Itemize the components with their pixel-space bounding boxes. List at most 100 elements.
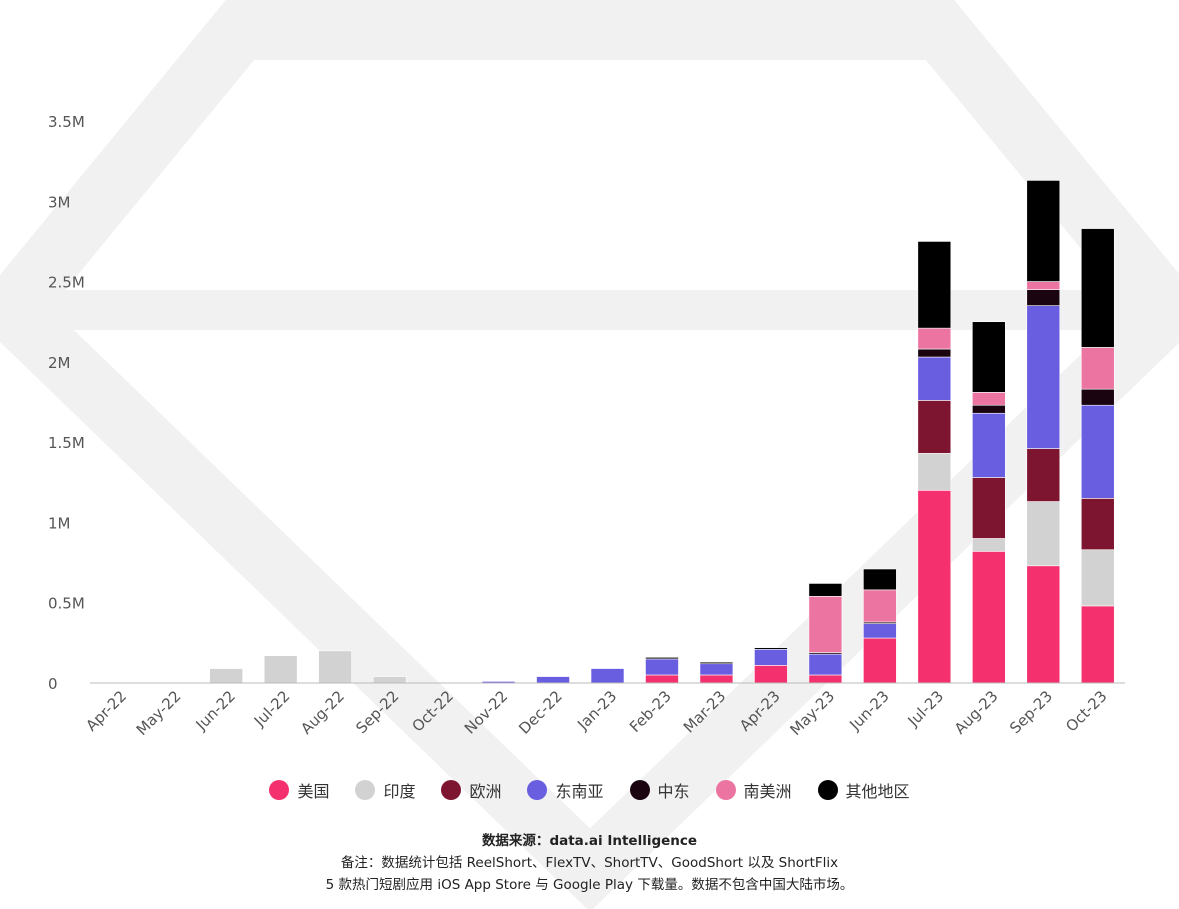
bar-segment [972, 392, 1006, 406]
bar-segment [863, 637, 897, 684]
bar-segment [754, 648, 788, 666]
legend-swatch [629, 780, 650, 800]
legend-label: 美国 [297, 782, 330, 801]
x-tick-label: Aug-22 [297, 687, 348, 738]
bar-segment [1026, 501, 1061, 567]
bar-segment [917, 490, 952, 684]
footer: 数据来源：data.ai Intelligence 备注：数据统计包括 Reel… [0, 830, 1179, 896]
bar-segment [1080, 347, 1115, 390]
legend-swatch [441, 780, 462, 800]
note-line-2: 5 款热门短剧应用 iOS App Store 与 Google Play 下载… [325, 877, 854, 893]
y-tick-label: 1M [48, 514, 71, 532]
bar-segment [808, 583, 843, 597]
bar-segment [263, 655, 298, 684]
x-axis: Apr-22 May-22 Jun-22 Jul-22 Aug-22 Sep-22 Oct-… [82, 682, 1125, 739]
bar-segment [1080, 228, 1115, 348]
bar-segment [917, 241, 952, 329]
bar-segment [1026, 281, 1061, 290]
bar-segment [699, 661, 734, 665]
y-tick-label: 2.5M [48, 274, 85, 292]
legend-label: 中东 [657, 782, 690, 801]
bar-segment [972, 551, 1006, 684]
legend-swatch [715, 780, 736, 800]
bar-segment [917, 400, 952, 454]
bar-segment [209, 668, 243, 684]
bar-segment [318, 650, 352, 684]
x-tick-label: Feb-23 [626, 687, 675, 736]
bar-segment [917, 453, 952, 491]
bar-segment [754, 647, 788, 650]
x-tick-label: Jun-23 [845, 687, 892, 734]
x-tick-label: Jul-23 [904, 687, 948, 731]
bar-segment [863, 589, 897, 623]
bar-segment [536, 676, 570, 684]
x-tick-label: May-22 [133, 687, 185, 739]
bar-segment [917, 327, 952, 350]
bar-segment [972, 412, 1006, 478]
source-line: 数据来源：data.ai Intelligence [0, 830, 1179, 852]
x-tick-label: Apr-22 [82, 687, 130, 735]
bar-segment [590, 668, 625, 684]
bar-segment [808, 595, 843, 653]
x-tick-label: Jul-22 [250, 687, 294, 731]
legend-label: 其他地区 [845, 782, 910, 801]
bar-segment [1080, 549, 1115, 607]
x-tick-label: Dec-22 [515, 687, 566, 738]
legend-item: 印度 [355, 778, 415, 802]
bar-segment [1080, 605, 1115, 684]
bar-segment [972, 321, 1006, 393]
bar-segment [917, 348, 952, 358]
bar-segment [808, 674, 843, 684]
x-tick-label: Oct-23 [1062, 687, 1110, 735]
legend-swatch [355, 780, 376, 800]
bar-segment [808, 653, 843, 676]
bar-segment [972, 538, 1006, 552]
x-tick-label: Sep-23 [1006, 687, 1056, 737]
bar-segment [645, 658, 679, 676]
bar-segment [645, 674, 679, 684]
bar-segment [972, 404, 1006, 414]
bar-segment [1080, 388, 1115, 406]
legend-item: 南美洲 [715, 778, 792, 802]
legend-item: 欧洲 [441, 778, 501, 802]
bar-segment [1026, 289, 1061, 306]
bar-segment [1026, 305, 1061, 449]
y-tick-label: 1.5M [48, 434, 85, 452]
bar-segment [699, 663, 734, 676]
legend-swatch [527, 780, 548, 800]
legend-label: 欧洲 [469, 782, 502, 801]
y-tick-label: 2M [48, 354, 71, 372]
bar-segment [754, 665, 788, 684]
bar-segment [972, 477, 1006, 539]
bar-segment [863, 623, 897, 639]
bar-segment [1026, 565, 1061, 684]
bar-segment [699, 674, 734, 684]
x-tick-label: Jan-23 [573, 687, 620, 734]
note-line-1: 备注：数据统计包括 ReelShort、FlexTV、ShortTV、GoodS… [340, 855, 839, 871]
bar-segment [863, 568, 897, 591]
x-tick-label: Jun-22 [192, 687, 239, 734]
legend-swatch [269, 780, 290, 800]
bar-segment [917, 356, 952, 401]
source-label: 数据来源： [481, 833, 550, 849]
y-tick-label: 3M [48, 193, 71, 211]
bar-segment [1026, 180, 1061, 282]
x-tick-label: Aug-23 [951, 687, 1002, 738]
source-value: data.ai Intelligence [549, 833, 698, 849]
bar-segment [1080, 404, 1115, 499]
legend-swatch [817, 780, 838, 800]
bar-segment [645, 657, 679, 660]
legend-item: 东南亚 [527, 778, 604, 802]
y-axis: 0 0.5M 1M 1.5M 2M 2.5M 3M 3.5M [48, 113, 85, 693]
legend-item: 其他地区 [817, 778, 910, 802]
y-tick-label: 3.5M [48, 113, 85, 131]
legend: 美国 印度 欧洲 东南亚 中东 南美洲 其他地区 [0, 778, 1179, 802]
legend-label: 印度 [383, 782, 416, 801]
legend-label: 东南亚 [555, 782, 604, 801]
legend-label: 南美洲 [743, 782, 792, 801]
bars [209, 180, 1115, 684]
bar-segment [372, 676, 407, 684]
y-tick-label: 0.5M [48, 595, 85, 613]
legend-item: 中东 [629, 778, 690, 802]
